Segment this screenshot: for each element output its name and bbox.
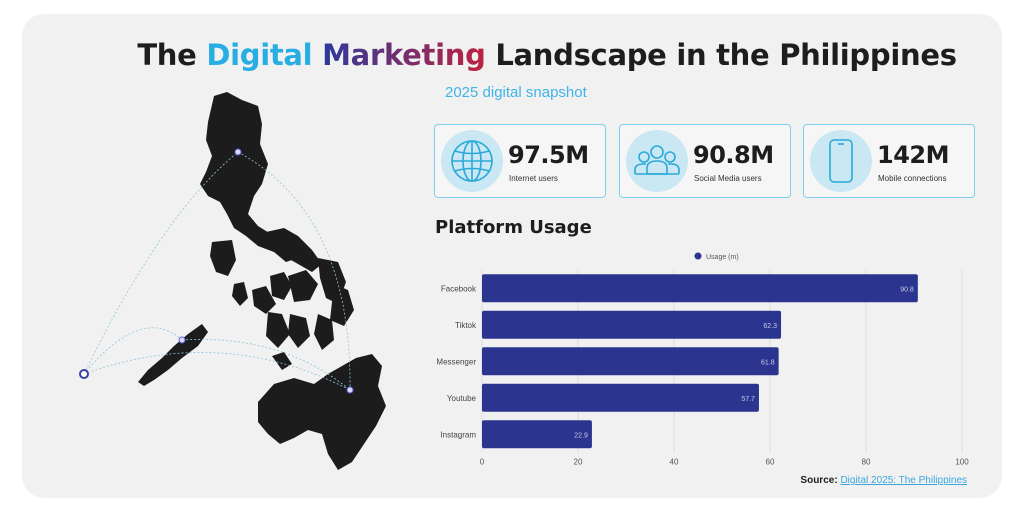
stat-label: Internet users — [509, 174, 558, 183]
bar — [482, 310, 782, 339]
title-text-2: Landscape in the Philippines — [485, 38, 957, 72]
bar — [482, 420, 592, 449]
source-link[interactable]: Digital 2025: The Philippines — [840, 475, 967, 486]
bar — [482, 347, 779, 376]
stat-value: 90.8M — [693, 141, 774, 169]
source-label: Source: — [800, 475, 838, 486]
legend-marker — [694, 252, 702, 260]
infographic-card: The Digital Marketing Landscape in the P… — [22, 14, 1002, 498]
category-label: Facebook — [441, 284, 477, 293]
x-tick-label: 20 — [574, 458, 583, 467]
globe-icon — [441, 130, 503, 192]
bar — [482, 274, 918, 303]
phone-icon — [810, 130, 872, 192]
data-label: 57.7 — [741, 396, 755, 403]
map-node-mindanao — [346, 386, 354, 394]
map-node-palawan — [178, 336, 186, 344]
title-text-1: The — [137, 38, 207, 72]
people-icon — [626, 130, 688, 192]
x-tick-label: 60 — [766, 458, 775, 467]
section-title: Platform Usage — [435, 217, 592, 238]
x-tick-label: 0 — [480, 458, 485, 467]
stat-label: Mobile connections — [878, 174, 947, 183]
philippines-map — [79, 92, 386, 470]
map-islands — [138, 92, 386, 470]
stat-card-internet: 97.5M Internet users — [434, 124, 606, 198]
category-label: Messenger — [436, 357, 476, 366]
data-label: 62.3 — [763, 323, 777, 330]
page-title: The Digital Marketing Landscape in the P… — [122, 38, 972, 72]
stat-card-social: 90.8M Social Media users — [619, 124, 791, 198]
category-label: Tiktok — [455, 321, 477, 330]
legend-label: Usage (m) — [706, 254, 739, 261]
platform-usage-chart: 0 20 40 60 80 100 Usage (m) Facebook 90.8 Tiktok 6… — [436, 252, 969, 467]
stat-label: Social Media users — [694, 174, 762, 183]
stat-value: 142M — [877, 141, 949, 169]
stat-value: 97.5M — [508, 141, 589, 169]
map-node-luzon — [234, 148, 242, 156]
x-tick-label: 40 — [670, 458, 679, 467]
x-tick-label: 80 — [862, 458, 871, 467]
data-label: 90.8 — [900, 286, 914, 293]
source-note: Source: Digital 2025: The Philippines — [800, 475, 967, 486]
category-label: Instagram — [440, 430, 476, 439]
stat-card-mobile: 142M Mobile connections — [803, 124, 975, 198]
subtitle: 2025 digital snapshot — [445, 84, 587, 101]
data-label: 61.8 — [761, 359, 775, 366]
title-highlight-marketing: Marketing — [322, 38, 486, 72]
x-tick-label: 100 — [955, 458, 969, 467]
category-label: Youtube — [447, 394, 477, 403]
bar — [482, 383, 759, 412]
map-routes — [83, 151, 351, 391]
map-node-origin — [79, 369, 89, 379]
title-highlight-digital: Digital — [206, 38, 313, 72]
data-label: 22.9 — [574, 432, 588, 439]
